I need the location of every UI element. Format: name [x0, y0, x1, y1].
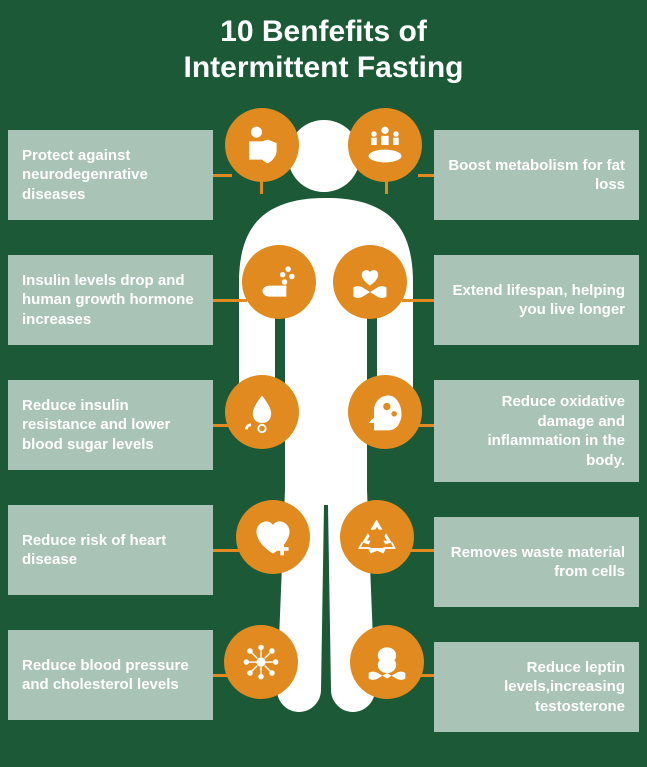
right-column: Boost metabolism for fat loss Extend lif… — [434, 130, 639, 767]
connector-line — [402, 299, 437, 302]
benefit-box: Insulin levels drop and human growth hor… — [8, 255, 213, 345]
brain-gears-icon — [348, 375, 422, 449]
title-line2: Intermittent Fasting — [183, 51, 463, 84]
benefit-box: Reduce leptin levels,increasing testoste… — [434, 642, 639, 732]
title-line1: 10 Benfefits of — [220, 15, 427, 48]
hands-brain-icon — [350, 625, 424, 699]
benefit-box: Protect against neurodegenrative disease… — [8, 130, 213, 220]
page-title: 10 Benfefits of Intermittent Fasting — [0, 0, 647, 104]
benefit-text: Reduce oxidative damage and inflammation… — [448, 392, 625, 470]
benefit-box: Removes waste material from cells — [434, 517, 639, 607]
benefit-text: Reduce leptin levels,increasing testoste… — [448, 658, 625, 717]
benefit-box: Reduce risk of heart disease — [8, 505, 213, 595]
hands-heart-icon — [333, 245, 407, 319]
connector-line — [212, 174, 232, 177]
benefit-text: Reduce insulin resistance and lower bloo… — [22, 396, 199, 455]
benefit-text: Insulin levels drop and human growth hor… — [22, 271, 199, 330]
benefit-text: Reduce risk of heart disease — [22, 531, 199, 570]
benefit-text: Boost metabolism for fat loss — [448, 156, 625, 195]
benefit-box: Reduce oxidative damage and inflammation… — [434, 380, 639, 482]
left-column: Protect against neurodegenrative disease… — [8, 130, 213, 755]
benefit-box: Extend lifespan, helping you live longer — [434, 255, 639, 345]
benefit-text: Reduce blood pressure and cholesterol le… — [22, 656, 199, 695]
molecule-icon — [224, 625, 298, 699]
benefit-text: Protect against neurodegenrative disease… — [22, 146, 199, 205]
connector-line — [212, 299, 247, 302]
benefit-box: Reduce blood pressure and cholesterol le… — [8, 630, 213, 720]
benefit-text: Extend lifespan, helping you live longer — [448, 281, 625, 320]
hand-pills-icon — [242, 245, 316, 319]
blood-drop-icon — [225, 375, 299, 449]
recycle-icon — [340, 500, 414, 574]
heart-plus-icon — [236, 500, 310, 574]
benefit-box: Boost metabolism for fat loss — [434, 130, 639, 220]
benefit-box: Reduce insulin resistance and lower bloo… — [8, 380, 213, 470]
people-plate-icon — [348, 108, 422, 182]
person-shield-icon — [225, 108, 299, 182]
benefit-text: Removes waste material from cells — [448, 543, 625, 582]
